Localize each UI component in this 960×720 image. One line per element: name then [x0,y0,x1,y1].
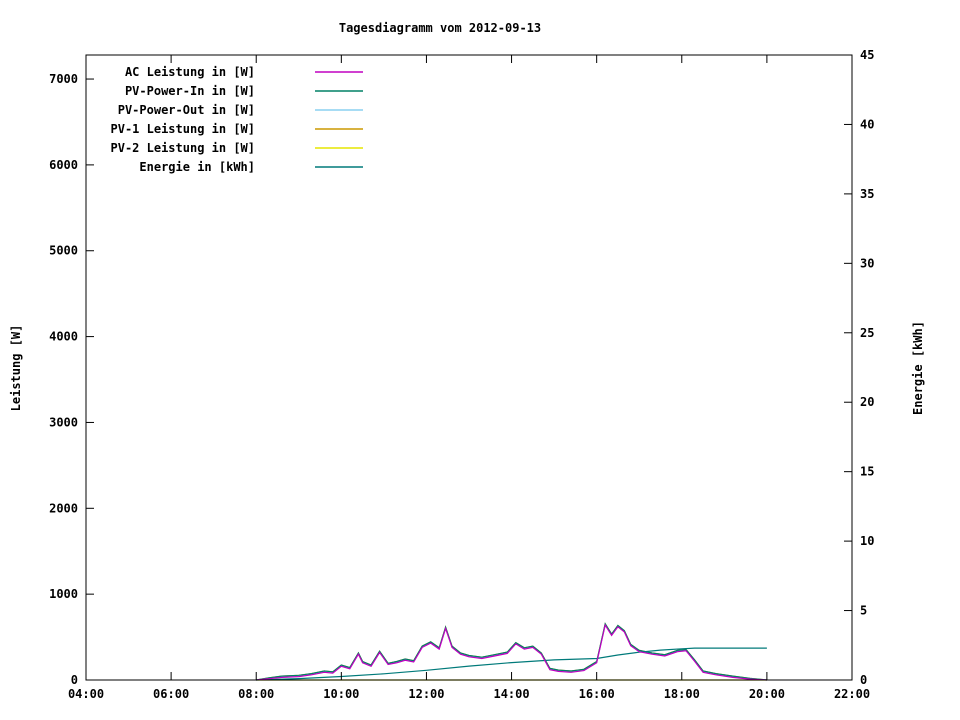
series-line-0 [256,623,767,681]
y2-axis-tick-label: 5 [860,604,867,618]
x-axis-tick-label: 06:00 [153,687,189,701]
y-axis-tick-label: 6000 [49,158,78,172]
y2-axis-tick-label: 0 [860,673,867,687]
y-axis-tick-label: 2000 [49,501,78,515]
y2-axis-tick-label: 45 [860,48,874,62]
x-axis-tick-label: 12:00 [408,687,444,701]
y-axis-tick-label: 4000 [49,330,78,344]
y2-axis-tick-label: 15 [860,465,874,479]
x-axis-tick-label: 08:00 [238,687,274,701]
y2-axis-tick-label: 10 [860,534,874,548]
legend-label: AC Leistung in [W] [125,65,255,79]
y2-axis-tick-label: 20 [860,395,874,409]
plot-border [85,54,853,681]
legend-label: Energie in [kWh] [139,160,255,174]
y2-axis-tick-label: 30 [860,256,874,270]
x-axis-tick-label: 04:00 [68,687,104,701]
y2-axis-tick-label: 40 [860,117,874,131]
legend-label: PV-Power-Out in [W] [118,103,255,117]
y-axis-tick-label: 0 [71,673,78,687]
series-line-1 [256,622,767,681]
y-axis-tick-label: 7000 [49,72,78,86]
x-axis-tick-label: 22:00 [834,687,870,701]
legend-label: PV-1 Leistung in [W] [111,122,256,136]
x-axis-tick-label: 18:00 [664,687,700,701]
y-axis-tick-label: 5000 [49,244,78,258]
series-line-5 [256,647,767,681]
y2-axis-tick-label: 35 [860,187,874,201]
y-axis-tick-label: 1000 [49,587,78,601]
x-axis-tick-label: 20:00 [749,687,785,701]
x-axis-tick-label: 16:00 [579,687,615,701]
legend-label: PV-Power-In in [W] [125,84,255,98]
chart-title: Tagesdiagramm vom 2012-09-13 [338,21,542,35]
x-axis-tick-label: 10:00 [323,687,359,701]
y-axis-tick-label: 3000 [49,415,78,429]
y2-axis-tick-label: 25 [860,326,874,340]
x-axis-tick-label: 14:00 [493,687,529,701]
legend-label: PV-2 Leistung in [W] [111,141,256,155]
